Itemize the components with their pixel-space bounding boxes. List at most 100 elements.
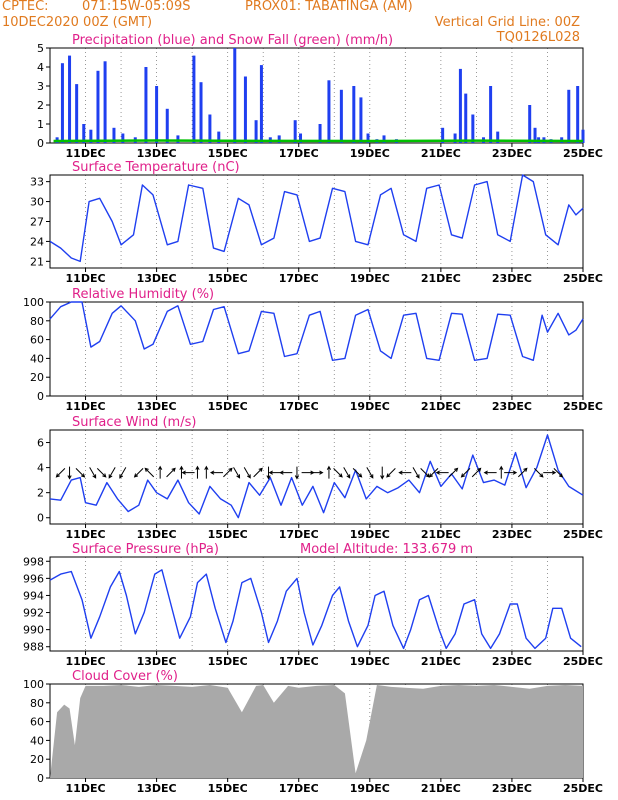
precip-bar (192, 55, 196, 143)
precip-bar (254, 120, 258, 143)
x-tick-label: 21DEC (421, 147, 461, 160)
y-tick-label: 994 (23, 589, 44, 602)
precip-bar (121, 133, 125, 143)
precip-bar (458, 68, 462, 143)
precip-bar (68, 55, 72, 143)
x-tick-label: 11DEC (66, 147, 106, 160)
x-tick-label: 15DEC (208, 147, 248, 160)
wind-arrow (75, 468, 86, 478)
plot-frame (49, 47, 584, 144)
x-tick-label: 19DEC (350, 782, 390, 795)
wind-arrow (179, 465, 184, 479)
precip-bar (339, 89, 343, 143)
x-tick-label: 17DEC (279, 147, 319, 160)
x-tick-label: 25DEC (563, 528, 603, 541)
x-tick-label: 21DEC (421, 528, 461, 541)
precip-bar (366, 133, 370, 143)
x-tick-label: 13DEC (137, 272, 177, 285)
x-tick-label: 15DEC (208, 272, 248, 285)
precip-bar (155, 86, 159, 143)
y-tick-label: 40 (30, 352, 44, 365)
wind-arrow (55, 468, 66, 478)
y-tick-label: 20 (30, 371, 44, 384)
panel-title: Relative Humidity (%) (72, 287, 214, 302)
wind-arrow (412, 467, 420, 479)
precip-bar (567, 89, 571, 143)
wind-arrow (204, 465, 209, 479)
x-tick-label: 13DEC (137, 655, 177, 668)
y-tick-label: 988 (23, 641, 44, 654)
plot-frame (49, 429, 584, 525)
wind-arrow (326, 465, 332, 479)
x-tick-label: 25DEC (563, 655, 603, 668)
y-tick-label: 33 (30, 176, 44, 189)
y-tick-label: 0 (37, 512, 44, 525)
x-tick-label: 11DEC (66, 400, 106, 413)
pressure-line (49, 569, 582, 650)
x-tick-label: 11DEC (66, 655, 106, 668)
precip-bar (277, 135, 281, 143)
y-tick-label: 990 (23, 624, 44, 637)
y-tick-label: 100 (23, 296, 44, 309)
x-tick-label: 15DEC (208, 400, 248, 413)
header-org: CPTEC: (2, 0, 49, 14)
x-tick-label: 17DEC (279, 528, 319, 541)
wind-arrow (243, 467, 251, 479)
plot-frame (49, 556, 584, 652)
y-tick-label: 2 (37, 487, 44, 500)
panel-title: Surface Wind (m/s) (72, 415, 196, 430)
header-grid-note: Vertical Grid Line: 00Z (434, 15, 580, 30)
y-tick-label: 2 (37, 99, 44, 112)
x-tick-label: 19DEC (350, 272, 390, 285)
wind-arrow (67, 466, 72, 480)
precip-bar (453, 133, 457, 143)
x-tick-label: 11DEC (66, 782, 106, 795)
wind-arrow (533, 468, 544, 478)
panel-title: Cloud Cover (%) (72, 669, 178, 684)
wind-arrow (333, 468, 343, 478)
y-tick-label: 998 (23, 555, 44, 568)
x-tick-label: 15DEC (208, 655, 248, 668)
precip-bar (464, 93, 468, 143)
x-tick-label: 13DEC (137, 528, 177, 541)
wind-arrow (310, 470, 324, 475)
precip-bar (496, 131, 500, 143)
plot-frame (49, 301, 584, 397)
x-tick-label: 17DEC (279, 655, 319, 668)
precip-bar (259, 65, 263, 143)
y-tick-label: 21 (30, 255, 44, 268)
rh-panel: Relative Humidity (%) 0 20 40 60 80 100 11DEC 13… (23, 287, 603, 413)
x-tick-label: 19DEC (350, 147, 390, 160)
x-tick-label: 13DEC (137, 400, 177, 413)
precip-bar (176, 135, 180, 143)
wind-arrow (343, 467, 351, 479)
precip-bar (217, 131, 221, 143)
wind-arrow (89, 467, 97, 479)
y-tick-label: 4 (37, 61, 44, 74)
x-tick-label: 23DEC (492, 655, 532, 668)
wind-arrow (266, 466, 271, 480)
wind-arrow (96, 468, 107, 478)
x-tick-label: 23DEC (492, 272, 532, 285)
x-tick-label: 21DEC (421, 272, 461, 285)
wind-arrow (398, 470, 412, 475)
wind-arrow (181, 470, 195, 475)
x-tick-label: 19DEC (350, 655, 390, 668)
precip-bar (199, 82, 203, 143)
x-tick-label: 23DEC (492, 147, 532, 160)
precip-bar (293, 120, 297, 143)
y-tick-label: 27 (30, 216, 44, 229)
y-tick-label: 100 (23, 678, 44, 691)
precip-bar (489, 86, 493, 143)
x-tick-label: 21DEC (421, 655, 461, 668)
wind-arrow (499, 465, 504, 479)
wind-arrow (209, 470, 224, 475)
x-tick-label: 19DEC (350, 528, 390, 541)
wind-arrow (366, 467, 374, 479)
precip-bar (75, 84, 79, 143)
wind-arrow (223, 467, 233, 478)
x-tick-label: 19DEC (350, 400, 390, 413)
precip-bar (299, 133, 303, 143)
x-tick-label: 25DEC (563, 147, 603, 160)
